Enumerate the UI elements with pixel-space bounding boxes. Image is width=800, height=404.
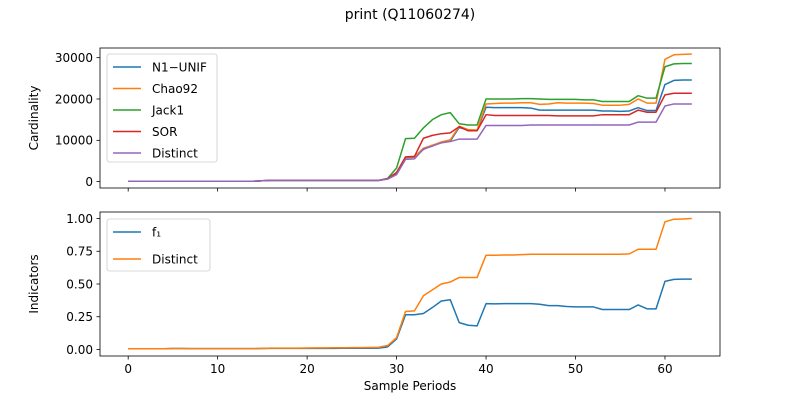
series-line-distinct — [128, 103, 692, 182]
y-tick-label: 0 — [85, 175, 93, 189]
x-tick-label: 20 — [299, 362, 314, 376]
series-line-distinct — [128, 217, 692, 350]
x-tick-label: 10 — [210, 362, 225, 376]
y-tick-label: 1.00 — [66, 212, 93, 226]
y-tick-label: 10000 — [55, 134, 93, 148]
y-tick-label: 0.75 — [66, 245, 93, 259]
series-line-f — [128, 278, 692, 350]
legend-label-jack1: Jack1 — [151, 104, 184, 118]
cardinality-chart: 0 10000 20000 30000 Cardinality N1−UNIF Chao92… — [27, 47, 721, 192]
x-tick-label: 0 — [124, 362, 132, 376]
legend-label-chao92: Chao92 — [152, 82, 198, 96]
legend: f₁ Distinct — [106, 218, 211, 272]
legend-label-distinct: Distinct — [152, 253, 198, 267]
y-axis-label: Cardinality — [27, 86, 41, 151]
legend-label-sor: SOR — [152, 125, 177, 139]
indicators-chart: 0 10 20 30 40 50 60 0.00 0.25 0.50 0.75 1.00 Indicat… — [27, 211, 721, 393]
y-tick-label: 20000 — [55, 92, 93, 106]
y-tick-label: 0.00 — [66, 343, 93, 357]
y-tick-label: 0.25 — [66, 310, 93, 324]
legend-label-distinct: Distinct — [152, 147, 198, 161]
x-tick-label: 30 — [389, 362, 404, 376]
legend-label-n1-unif: N1−UNIF — [152, 61, 207, 75]
plot-frame — [99, 47, 721, 189]
y-tick-label: 30000 — [55, 51, 93, 65]
x-tick-label: 40 — [478, 362, 493, 376]
legend-label-f: f₁ — [152, 226, 161, 240]
legend: N1−UNIF Chao92 Jack1 SOR Distinct — [106, 53, 218, 163]
x-tick-label: 50 — [568, 362, 583, 376]
legend-frame — [106, 53, 218, 163]
figure-title: print (Q11060274) — [345, 7, 476, 23]
x-tick-label: 60 — [657, 362, 672, 376]
x-axis-label: Sample Periods — [364, 379, 456, 393]
y-axis-label: Indicators — [27, 254, 41, 313]
y-tick-label: 0.50 — [66, 277, 93, 291]
